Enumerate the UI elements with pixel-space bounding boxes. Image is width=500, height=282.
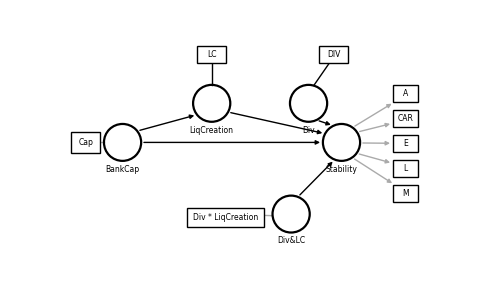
Text: LC: LC [207,50,216,59]
FancyBboxPatch shape [393,185,418,202]
Text: E: E [403,139,408,148]
Text: Stability: Stability [326,165,358,174]
Text: Div * LiqCreation: Div * LiqCreation [192,213,258,222]
Text: Div: Div [302,126,315,135]
FancyBboxPatch shape [186,208,264,226]
Text: CAR: CAR [398,114,413,123]
Text: DIV: DIV [327,50,340,59]
FancyBboxPatch shape [71,132,101,153]
Text: BankCap: BankCap [106,165,140,174]
FancyBboxPatch shape [393,135,418,152]
FancyBboxPatch shape [393,160,418,177]
Text: Div&LC: Div&LC [277,236,305,245]
FancyBboxPatch shape [393,85,418,102]
Text: L: L [404,164,407,173]
Text: A: A [403,89,408,98]
Text: LiqCreation: LiqCreation [190,126,234,135]
FancyBboxPatch shape [197,46,226,63]
Text: M: M [402,189,409,198]
FancyBboxPatch shape [393,110,418,127]
FancyBboxPatch shape [319,46,348,63]
Text: Cap: Cap [78,138,93,147]
